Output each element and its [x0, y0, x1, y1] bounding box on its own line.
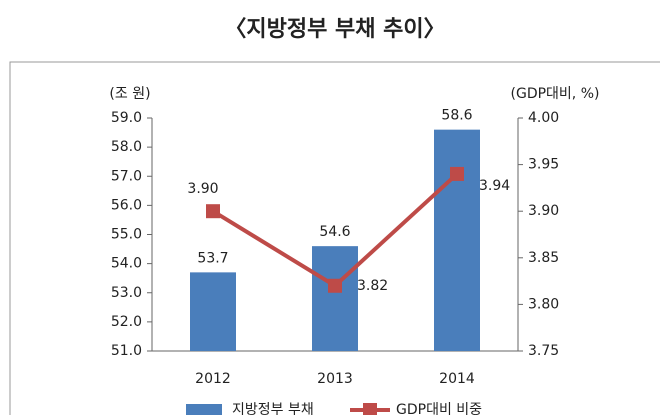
- y2-tick-label: 4.00: [528, 110, 559, 126]
- y-tick-label: 56.0: [111, 197, 142, 213]
- y2-tick-label: 3.90: [528, 203, 559, 219]
- y2-axis-label: (GDP대비, %): [511, 86, 600, 102]
- y-tick-label: 52.0: [111, 314, 142, 330]
- y2-tick-label: 3.80: [528, 296, 559, 312]
- y-tick-label: 55.0: [111, 227, 142, 243]
- legend-swatch: [186, 404, 222, 415]
- legend-label: 지방정부 부채: [232, 402, 314, 415]
- line-marker: [328, 278, 342, 293]
- x-tick-label: 2012: [195, 371, 231, 387]
- y-tick-label: 53.0: [111, 285, 142, 301]
- bar-value-label: 58.6: [441, 108, 472, 124]
- line-value-label: 3.90: [187, 181, 218, 197]
- line-marker: [450, 166, 464, 181]
- line-marker: [206, 204, 220, 219]
- bar: [312, 246, 358, 351]
- chart-frame: [9, 61, 660, 415]
- line-value-label: 3.82: [357, 278, 388, 294]
- bar-value-label: 53.7: [197, 250, 228, 266]
- line-value-label: 3.94: [479, 178, 510, 194]
- y-tick-label: 57.0: [111, 168, 142, 184]
- y-tick-label: 59.0: [111, 110, 142, 126]
- legend-label: GDP대비 비중: [396, 402, 482, 415]
- legend-marker: [363, 403, 377, 415]
- y-tick-label: 58.0: [111, 139, 142, 155]
- y2-tick-label: 3.75: [528, 343, 559, 359]
- y-axis-label: (조 원): [109, 86, 150, 102]
- y-tick-label: 54.0: [111, 256, 142, 272]
- chart-title: 〈지방정부 부채 추이〉: [224, 17, 445, 42]
- y2-tick-label: 3.85: [528, 250, 559, 266]
- x-tick-label: 2014: [439, 371, 475, 387]
- y2-tick-label: 3.95: [528, 157, 559, 173]
- y-tick-label: 51.0: [111, 343, 142, 359]
- bar: [190, 272, 236, 351]
- bar: [434, 129, 480, 351]
- bar-value-label: 54.6: [319, 224, 350, 240]
- x-tick-label: 2013: [317, 371, 353, 387]
